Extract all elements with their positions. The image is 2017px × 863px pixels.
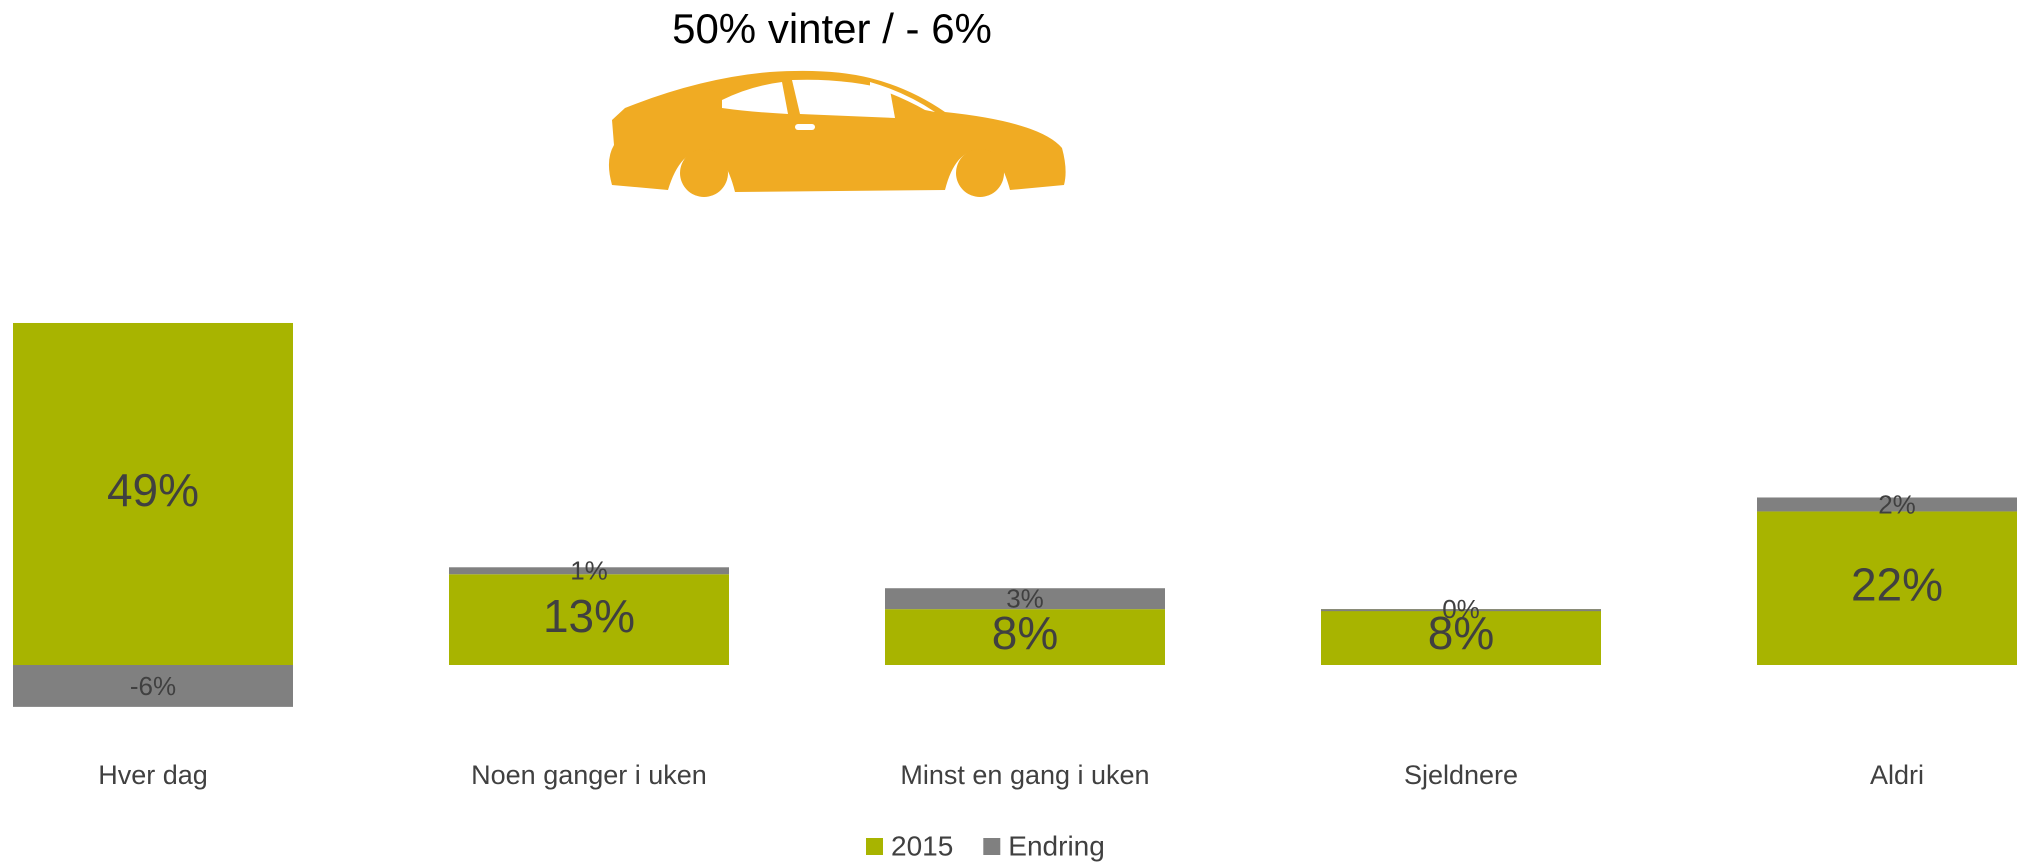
bar-segment [1757, 511, 2017, 665]
bar-segment [13, 322, 293, 665]
data-label: 1% [570, 556, 608, 586]
bar-segment [1757, 497, 2017, 512]
bar-segment [885, 609, 1165, 665]
x-tick-label: Noen ganger i uken [471, 760, 707, 790]
data-label: 3% [1006, 584, 1044, 614]
chart-title: 50% vinter / - 6% [672, 5, 992, 52]
car-icon [608, 70, 1066, 197]
data-label: -6% [130, 671, 176, 701]
x-tick-label: Sjeldnere [1404, 760, 1518, 790]
data-label: 0% [1442, 594, 1480, 624]
bar-segment [13, 665, 293, 707]
bar-segment [1321, 609, 1601, 612]
legend-swatch [983, 838, 1001, 855]
bar-segment [449, 567, 729, 575]
legend-label: 2015 [891, 830, 953, 861]
legend-label: Endring [1008, 830, 1105, 861]
x-tick-label: Aldri [1870, 760, 1924, 790]
x-tick-label: Hver dag [98, 760, 208, 790]
data-label: 49% [107, 464, 199, 516]
legend-swatch [866, 838, 883, 855]
bar-segment [1321, 609, 1601, 665]
bar-segment [449, 574, 729, 665]
data-label: 22% [1851, 558, 1943, 610]
data-label: 8% [1428, 607, 1494, 659]
data-label: 8% [992, 607, 1058, 659]
data-label: 2% [1878, 489, 1916, 519]
bar-segment [885, 588, 1165, 610]
x-tick-label: Minst en gang i uken [900, 760, 1149, 790]
data-label: 13% [543, 590, 635, 642]
